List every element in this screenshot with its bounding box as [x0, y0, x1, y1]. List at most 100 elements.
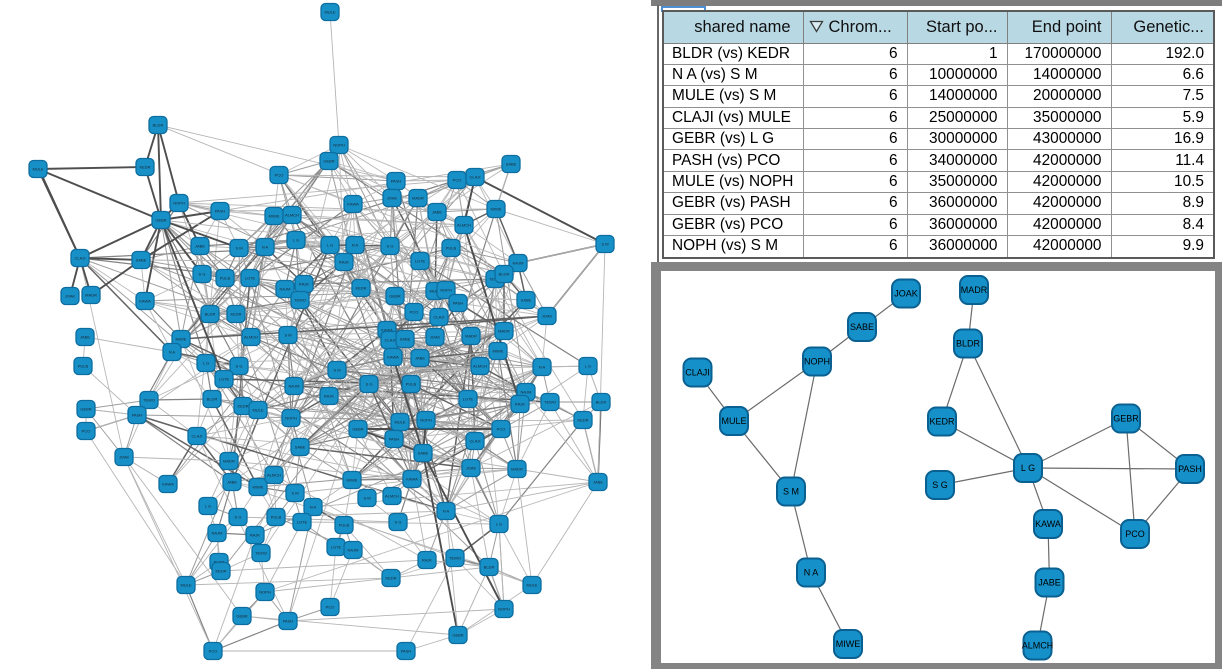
svg-text:S M: S M: [333, 368, 340, 373]
svg-text:TEWO: TEWO: [449, 556, 461, 561]
svg-text:JOAK: JOAK: [894, 289, 918, 299]
svg-text:L G: L G: [585, 364, 591, 369]
svg-text:CLAJI: CLAJI: [385, 338, 396, 343]
svg-text:JABE: JABE: [593, 480, 603, 485]
svg-text:MADR: MADR: [465, 334, 477, 339]
svg-text:SABE: SABE: [418, 451, 429, 456]
svg-text:KEDR: KEDR: [237, 404, 248, 409]
svg-text:NAJM: NAJM: [513, 261, 524, 266]
svg-text:PULB: PULB: [78, 364, 89, 369]
svg-text:SABE: SABE: [850, 322, 874, 332]
svg-text:CLAJI: CLAJI: [192, 434, 203, 439]
svg-text:JABE: JABE: [227, 480, 237, 485]
svg-text:MIWE: MIWE: [347, 478, 358, 483]
svg-text:S G: S G: [236, 364, 243, 369]
svg-text:SABE: SABE: [521, 298, 532, 303]
svg-text:GEBR: GEBR: [155, 218, 166, 223]
svg-text:NOPH: NOPH: [285, 416, 297, 421]
svg-text:MADR: MADR: [961, 285, 988, 295]
svg-text:RAJK: RAJK: [299, 282, 310, 287]
svg-text:MULE: MULE: [526, 583, 537, 588]
svg-text:GEBR: GEBR: [80, 407, 91, 412]
svg-text:CLAJI: CLAJI: [75, 256, 86, 261]
svg-text:MULE: MULE: [324, 10, 335, 15]
svg-text:PCO: PCO: [453, 178, 462, 183]
svg-text:MULE: MULE: [721, 416, 746, 426]
svg-text:MIWE: MIWE: [836, 639, 861, 649]
svg-text:NOPH: NOPH: [259, 590, 271, 595]
svg-text:KEDR: KEDR: [139, 165, 150, 170]
svg-text:MADR: MADR: [511, 467, 523, 472]
svg-text:S G: S G: [395, 520, 402, 525]
svg-text:PASH: PASH: [391, 179, 402, 184]
svg-text:CLAJI: CLAJI: [470, 175, 481, 180]
svg-text:LGTE: LGTE: [415, 259, 426, 264]
svg-text:L G: L G: [205, 504, 211, 509]
svg-text:CLAJI: CLAJI: [685, 368, 710, 378]
svg-text:S G: S G: [235, 515, 242, 520]
svg-text:N A: N A: [169, 350, 176, 355]
svg-text:TEWO: TEWO: [544, 400, 556, 405]
svg-text:BLDR: BLDR: [956, 339, 981, 349]
svg-text:SABE: SABE: [136, 258, 147, 263]
svg-text:CLAJI: CLAJI: [470, 439, 481, 444]
svg-text:S M: S M: [291, 491, 298, 496]
svg-text:KAWA: KAWA: [381, 328, 393, 333]
svg-text:LGTE: LGTE: [297, 520, 308, 525]
svg-text:ALMCH: ALMCH: [1022, 641, 1054, 651]
svg-text:PASH: PASH: [215, 209, 226, 214]
svg-text:BLDR: BLDR: [153, 123, 164, 128]
svg-text:JABE: JABE: [80, 335, 90, 340]
svg-text:GEBR: GEBR: [1113, 414, 1139, 424]
svg-text:NOPH: NOPH: [420, 418, 432, 423]
svg-text:ALMCH: ALMCH: [267, 473, 281, 478]
svg-text:BLDR: BLDR: [596, 400, 607, 405]
svg-text:JABE: JABE: [195, 244, 205, 249]
svg-text:PASH: PASH: [283, 619, 294, 624]
svg-text:PASH: PASH: [401, 649, 412, 654]
svg-text:MULE: MULE: [394, 420, 405, 425]
svg-text:NOPH: NOPH: [498, 607, 510, 612]
svg-text:BLDR: BLDR: [499, 272, 510, 277]
svg-text:NOPH: NOPH: [173, 201, 185, 206]
svg-text:S M: S M: [284, 333, 291, 338]
svg-text:JOAK: JOAK: [466, 466, 477, 471]
svg-text:MIWE: MIWE: [253, 485, 264, 490]
svg-text:CLAJI: CLAJI: [434, 315, 445, 320]
svg-text:PULB: PULB: [446, 246, 457, 251]
svg-text:PCO: PCO: [1125, 529, 1145, 539]
svg-text:KAWA: KAWA: [139, 299, 151, 304]
svg-text:NAJM: NAJM: [212, 531, 223, 536]
svg-text:PULB: PULB: [406, 382, 417, 387]
svg-text:KEDR: KEDR: [385, 576, 396, 581]
svg-text:ALMCH: ALMCH: [457, 223, 471, 228]
svg-text:MULE: MULE: [252, 408, 263, 413]
svg-text:PCO: PCO: [497, 427, 506, 432]
svg-text:RAJK: RAJK: [515, 402, 526, 407]
svg-text:S G: S G: [932, 480, 948, 490]
svg-text:JOAK: JOAK: [65, 294, 76, 299]
svg-text:N A: N A: [804, 568, 819, 578]
svg-text:ALMCH: ALMCH: [244, 335, 258, 340]
svg-text:MIWE: MIWE: [493, 349, 504, 354]
svg-text:MULE: MULE: [180, 583, 191, 588]
svg-text:PASH: PASH: [389, 437, 400, 442]
svg-text:GEBR: GEBR: [452, 633, 463, 638]
svg-text:MADR: MADR: [498, 329, 510, 334]
svg-text:NAJM: NAJM: [348, 548, 359, 553]
svg-text:JOAK: JOAK: [119, 455, 130, 460]
svg-text:MADR: MADR: [85, 293, 97, 298]
svg-text:ALMCH: ALMCH: [473, 364, 487, 369]
svg-text:S G: S G: [366, 382, 373, 387]
svg-text:LGTE: LGTE: [219, 377, 230, 382]
svg-text:PCO: PCO: [209, 649, 218, 654]
svg-text:L G: L G: [1021, 463, 1035, 473]
svg-text:PULB: PULB: [271, 515, 282, 520]
svg-text:N A: N A: [352, 243, 359, 248]
svg-text:KAWA: KAWA: [347, 202, 359, 207]
svg-text:KAWA: KAWA: [387, 355, 399, 360]
svg-text:S M: S M: [235, 246, 242, 251]
svg-text:MIWE: MIWE: [491, 207, 502, 212]
svg-text:GEBR: GEBR: [323, 159, 334, 164]
svg-text:PCO: PCO: [82, 429, 91, 434]
